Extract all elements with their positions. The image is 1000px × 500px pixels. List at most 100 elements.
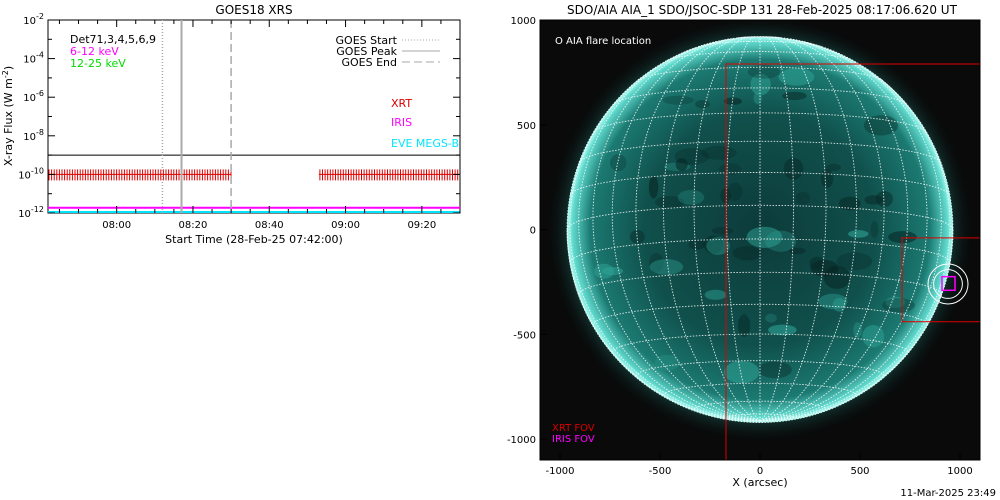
- legend-6-12-kev: 6-12 keV: [70, 45, 119, 58]
- solar-feature: [648, 175, 659, 199]
- lightcurve-series-legend: Det71,3,4,5,6,9 6-12 keV 12-25 keV: [70, 33, 156, 70]
- solar-feature: [788, 247, 806, 255]
- map-x-tick-label: 0: [757, 466, 763, 477]
- y-tick-label: 10-12: [18, 205, 44, 220]
- solar-feature: [823, 265, 851, 289]
- solar-feature: [732, 246, 762, 261]
- map-y-tick-label: 1000: [511, 16, 536, 27]
- solar-feature: [746, 226, 783, 248]
- grid-line: [663, 36, 761, 422]
- solar-feature: [677, 190, 705, 205]
- flare-location-outer-circle: [927, 263, 969, 305]
- legend-eve-megs-b: EVE MEGS-B: [391, 137, 459, 150]
- grid-line: [569, 172, 951, 196]
- grid-line: [759, 36, 857, 422]
- grid-line: [759, 36, 794, 422]
- solar-feature: [750, 73, 771, 96]
- aia-map-panel: SDO/AIA AIA_1 SDO/JSOC-SDP 131 28-Feb-20…: [507, 3, 996, 499]
- solar-feature: [758, 361, 792, 379]
- x-tick-label: 08:00: [102, 220, 131, 231]
- solar-feature: [848, 230, 869, 238]
- map-y-tick-label: 500: [517, 121, 536, 132]
- lightcurve-x-axis: 08:00 08:20 08:40 09:00 09:20: [58, 20, 461, 231]
- solar-feature: [654, 354, 680, 371]
- legend-iris: IRIS: [391, 116, 412, 129]
- iris-fov-box: [941, 275, 956, 292]
- grid-line: [759, 229, 954, 422]
- grid-line: [637, 66, 883, 81]
- solar-feature: [594, 263, 614, 279]
- map-x-tick-label: 1000: [947, 466, 972, 477]
- solar-feature: [688, 239, 706, 250]
- grid-line: [635, 37, 761, 422]
- footer-timestamp: 11-Mar-2025 23:49: [900, 488, 996, 499]
- map-y-tick-label: -500: [513, 330, 536, 341]
- map-x-tick-label: -500: [649, 466, 672, 477]
- solar-feature: [826, 163, 841, 171]
- map-x-tick-label: -1000: [545, 466, 574, 477]
- solar-feature: [783, 157, 804, 180]
- grid-line: [726, 36, 761, 422]
- lightcurve-x-axis-label: Start Time (28-Feb-25 07:42:00): [165, 233, 343, 246]
- aia-map-title: SDO/AIA AIA_1 SDO/JSOC-SDP 131 28-Feb-20…: [567, 3, 958, 17]
- event-lines-legend: GOES Start GOES Peak GOES End: [336, 34, 440, 69]
- iris-fov-legend: IRIS FOV: [552, 434, 595, 445]
- solar-feature: [695, 100, 710, 109]
- detector-label: Det71,3,4,5,6,9: [70, 33, 156, 46]
- solar-feature: [724, 97, 742, 105]
- solar-feature: [782, 91, 807, 101]
- grid-line: [611, 333, 909, 353]
- solar-feature: [836, 252, 873, 271]
- instrument-legend: XRT IRIS EVE MEGS-B: [391, 97, 459, 150]
- solar-feature: [655, 195, 685, 209]
- lightcurve-title: GOES18 XRS: [215, 3, 292, 17]
- grid-line: [578, 47, 761, 422]
- solar-feature: [706, 237, 730, 255]
- y-tick-label: 10-2: [23, 12, 44, 27]
- flare-location-inner-circle: [933, 269, 963, 299]
- solar-feature: [864, 195, 884, 205]
- map-x-tick-label: 500: [850, 466, 869, 477]
- solar-feature: [753, 92, 763, 105]
- solar-feature: [727, 182, 743, 201]
- x-tick-label: 08:20: [179, 220, 208, 231]
- aia-image: [543, 20, 980, 460]
- solar-feature: [724, 360, 760, 384]
- legend-xrt: XRT: [391, 97, 412, 110]
- solar-feature: [609, 154, 627, 172]
- xrt-fov-box: [725, 63, 980, 460]
- map-y-tick-label: 0: [530, 226, 536, 237]
- legend-goes-peak: GOES Peak: [336, 45, 397, 58]
- solar-feature: [818, 293, 848, 310]
- heliographic-grid: [566, 36, 954, 423]
- solar-feature: [778, 68, 815, 86]
- solar-feature: [649, 259, 684, 275]
- grid-line: [569, 77, 761, 422]
- grid-line: [759, 77, 951, 422]
- grid-line: [693, 36, 761, 422]
- grid-line: [759, 47, 942, 422]
- y-tick-label: 10-8: [23, 128, 44, 143]
- solar-feature: [870, 221, 879, 239]
- grid-line: [759, 38, 909, 422]
- grid-line: [611, 38, 761, 422]
- map-y-tick-label: -1000: [507, 435, 536, 446]
- solar-feature: [737, 314, 751, 337]
- lightcurve-y-axis-label: X-ray Flux (W m-2): [1, 66, 15, 166]
- solar-feature: [674, 148, 710, 165]
- solar-feature: [649, 253, 664, 273]
- grid-line: [592, 303, 928, 326]
- y-tick-label: 10-6: [23, 89, 44, 104]
- x-tick-label: 08:40: [255, 220, 284, 231]
- legend-goes-start: GOES Start: [336, 34, 398, 47]
- aia-map-x-axis-label: X (arcsec): [732, 476, 787, 489]
- solar-feature: [718, 163, 742, 175]
- grid-line: [759, 37, 885, 422]
- y-tick-label: 10-10: [18, 166, 44, 181]
- solar-feature: [853, 322, 862, 338]
- xrt-fov-box: [901, 237, 980, 323]
- solar-feature: [675, 158, 688, 172]
- xrt-fov-legend: XRT FOV: [552, 423, 595, 434]
- goes-lightcurve-panel: GOES18 XRS 10-2 10-4 10-6 10-8 10-10 10-12 08…: [1, 3, 461, 246]
